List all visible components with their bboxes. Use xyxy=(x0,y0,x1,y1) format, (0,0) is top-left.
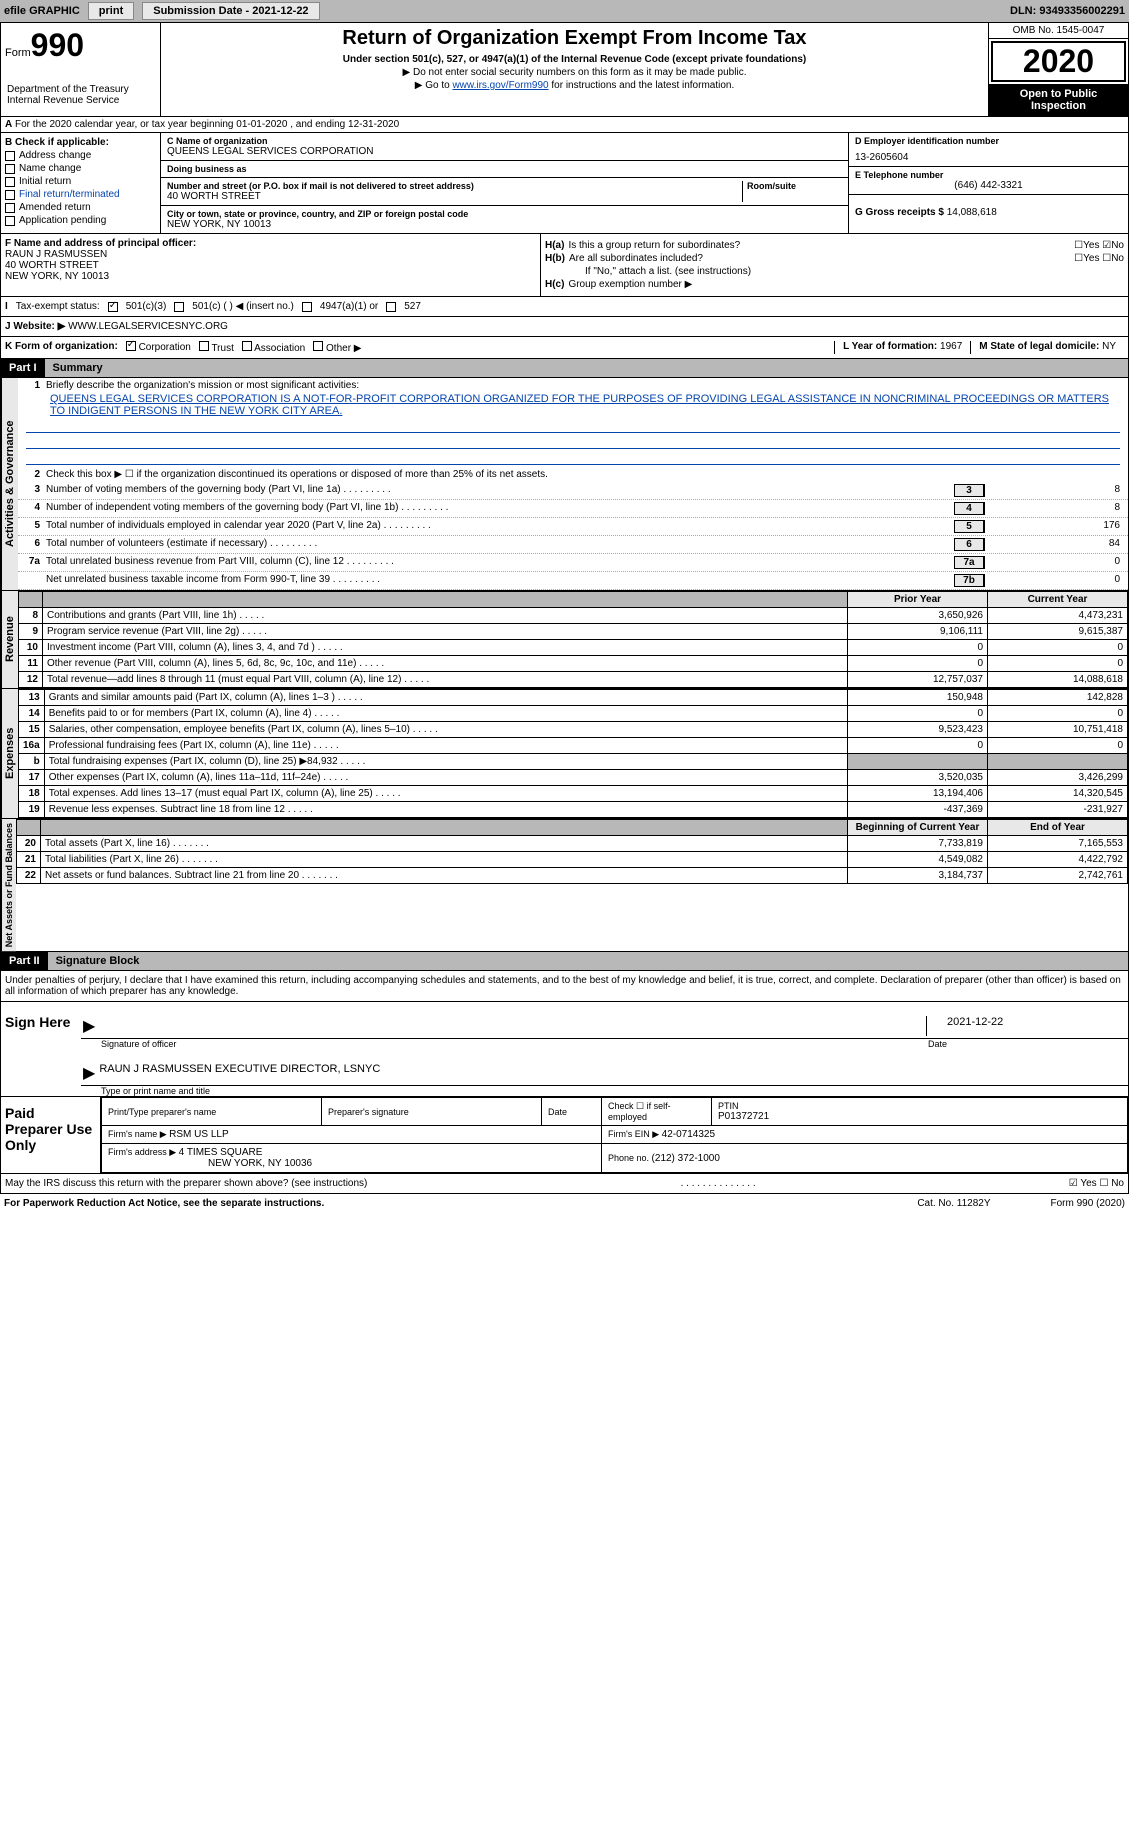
form-footer: Form 990 (2020) xyxy=(1051,1198,1125,1209)
city-state-zip: NEW YORK, NY 10013 xyxy=(167,219,842,230)
net-assets-table: Beginning of Current YearEnd of Year 20T… xyxy=(16,819,1128,884)
col-d-ein-tel: D Employer identification number 13-2605… xyxy=(848,133,1128,233)
chk-4947[interactable] xyxy=(302,302,312,312)
chk-corporation[interactable] xyxy=(126,341,136,351)
omb-number: OMB No. 1545-0047 xyxy=(989,23,1128,39)
chk-501c3[interactable] xyxy=(108,302,118,312)
row-j-website: J Website: ▶ WWW.LEGALSERVICESNYC.ORG xyxy=(0,317,1129,337)
revenue-table: Prior YearCurrent Year 8Contributions an… xyxy=(18,591,1128,688)
department-label: Department of the Treasury Internal Reve… xyxy=(5,82,156,108)
row-a-tax-year: A For the 2020 calendar year, or tax yea… xyxy=(0,117,1129,133)
firm-ein: 42-0714325 xyxy=(662,1129,715,1140)
col-h-group: H(a)Is this a group return for subordina… xyxy=(541,234,1128,296)
sig-arrow-icon: ▶ xyxy=(83,1063,95,1083)
officer-city: NEW YORK, NY 10013 xyxy=(5,271,536,282)
efile-label: efile GRAPHIC xyxy=(4,5,80,17)
chk-trust[interactable] xyxy=(199,341,209,351)
chk-amended-return[interactable] xyxy=(5,203,15,213)
part1-header: Part I xyxy=(1,359,45,377)
row-i-tax-status: I Tax-exempt status: 501(c)(3) 501(c) ( … xyxy=(0,297,1129,317)
expenses-label: Expenses xyxy=(1,689,18,818)
part1-expenses: Expenses 13Grants and similar amounts pa… xyxy=(0,689,1129,819)
paid-preparer-label: Paid Preparer Use Only xyxy=(1,1097,101,1173)
dln: DLN: 93493356002291 xyxy=(1010,5,1125,17)
telephone: (646) 442-3321 xyxy=(855,180,1122,191)
part1-revenue: Revenue Prior YearCurrent Year 8Contribu… xyxy=(0,591,1129,689)
website-url: WWW.LEGALSERVICESNYC.ORG xyxy=(68,321,228,332)
form-title: Return of Organization Exempt From Incom… xyxy=(165,27,984,50)
firm-address: 4 TIMES SQUARE xyxy=(179,1147,263,1158)
governance-label: Activities & Governance xyxy=(1,378,18,590)
col-b-checkboxes: B Check if applicable: Address change Na… xyxy=(1,133,161,233)
gross-receipts: 14,088,618 xyxy=(947,207,997,218)
footer: For Paperwork Reduction Act Notice, see … xyxy=(0,1194,1129,1213)
form-subtitle: Under section 501(c), 527, or 4947(a)(1)… xyxy=(165,54,984,65)
paperwork-notice: For Paperwork Reduction Act Notice, see … xyxy=(4,1198,324,1209)
officer-name: RAUN J RASMUSSEN xyxy=(5,249,536,260)
part2-title: Signature Block xyxy=(48,952,1128,970)
form-number: Form990 xyxy=(5,27,156,64)
tax-year: 2020 xyxy=(991,41,1126,82)
chk-address-change[interactable] xyxy=(5,151,15,161)
part1-net-assets: Net Assets or Fund Balances Beginning of… xyxy=(0,819,1129,952)
chk-initial-return[interactable] xyxy=(5,177,15,187)
chk-other[interactable] xyxy=(313,341,323,351)
chk-final-return[interactable] xyxy=(5,190,15,200)
year-formation: 1967 xyxy=(940,341,962,352)
chk-501c[interactable] xyxy=(174,302,184,312)
state-domicile: NY xyxy=(1102,341,1116,352)
part2-header: Part II xyxy=(1,952,48,970)
topbar: efile GRAPHIC print Submission Date - 20… xyxy=(0,0,1129,22)
officer-street: 40 WORTH STREET xyxy=(5,260,536,271)
street-address: 40 WORTH STREET xyxy=(167,191,742,202)
paid-preparer-section: Paid Preparer Use Only Print/Type prepar… xyxy=(0,1097,1129,1174)
sig-date: 2021-12-22 xyxy=(926,1016,1126,1036)
chk-association[interactable] xyxy=(242,341,252,351)
section-bcd: B Check if applicable: Address change Na… xyxy=(0,133,1129,234)
ptin: P01372721 xyxy=(718,1111,1121,1122)
org-name: QUEENS LEGAL SERVICES CORPORATION xyxy=(167,146,842,157)
discuss-row: May the IRS discuss this return with the… xyxy=(0,1174,1129,1194)
revenue-label: Revenue xyxy=(1,591,18,688)
form-header: Form990 Department of the Treasury Inter… xyxy=(0,22,1129,117)
net-assets-label: Net Assets or Fund Balances xyxy=(1,819,16,951)
ein: 13-2605604 xyxy=(855,152,1122,163)
officer-signature: RAUN J RASMUSSEN EXECUTIVE DIRECTOR, LSN… xyxy=(99,1063,380,1083)
firm-name: RSM US LLP xyxy=(169,1129,228,1140)
row-fh: F Name and address of principal officer:… xyxy=(0,234,1129,297)
ssn-note: ▶ Do not enter social security numbers o… xyxy=(165,67,984,78)
chk-527[interactable] xyxy=(386,302,396,312)
submission-date: Submission Date - 2021-12-22 xyxy=(142,2,319,20)
chk-application-pending[interactable] xyxy=(5,216,15,226)
firm-phone: (212) 372-1000 xyxy=(652,1153,720,1164)
row-klm: K Form of organization: Corporation Trus… xyxy=(0,337,1129,359)
part1-title: Summary xyxy=(45,359,1128,377)
part1-governance: Activities & Governance 1 Briefly descri… xyxy=(0,378,1129,591)
open-to-public: Open to Public Inspection xyxy=(989,84,1128,116)
instructions-link[interactable]: www.irs.gov/Form990 xyxy=(452,80,548,91)
part1-header-row: Part I Summary xyxy=(0,359,1129,378)
print-button[interactable]: print xyxy=(88,2,134,20)
penalty-statement: Under penalties of perjury, I declare th… xyxy=(0,971,1129,1002)
part2-header-row: Part II Signature Block xyxy=(0,952,1129,971)
expenses-table: 13Grants and similar amounts paid (Part … xyxy=(18,689,1128,818)
cat-number: Cat. No. 11282Y xyxy=(917,1198,990,1209)
col-c-org-info: C Name of organization QUEENS LEGAL SERV… xyxy=(161,133,848,233)
chk-name-change[interactable] xyxy=(5,164,15,174)
sign-here-label: Sign Here xyxy=(1,1002,81,1096)
preparer-table: Print/Type preparer's name Preparer's si… xyxy=(101,1097,1128,1173)
mission-statement: QUEENS LEGAL SERVICES CORPORATION IS A N… xyxy=(18,393,1128,417)
sign-here-section: Sign Here ▶ 2021-12-22 Signature of offi… xyxy=(0,1002,1129,1097)
col-f-officer: F Name and address of principal officer:… xyxy=(1,234,541,296)
sig-arrow-icon: ▶ xyxy=(83,1016,95,1036)
instructions-note: ▶ Go to www.irs.gov/Form990 for instruct… xyxy=(165,80,984,91)
